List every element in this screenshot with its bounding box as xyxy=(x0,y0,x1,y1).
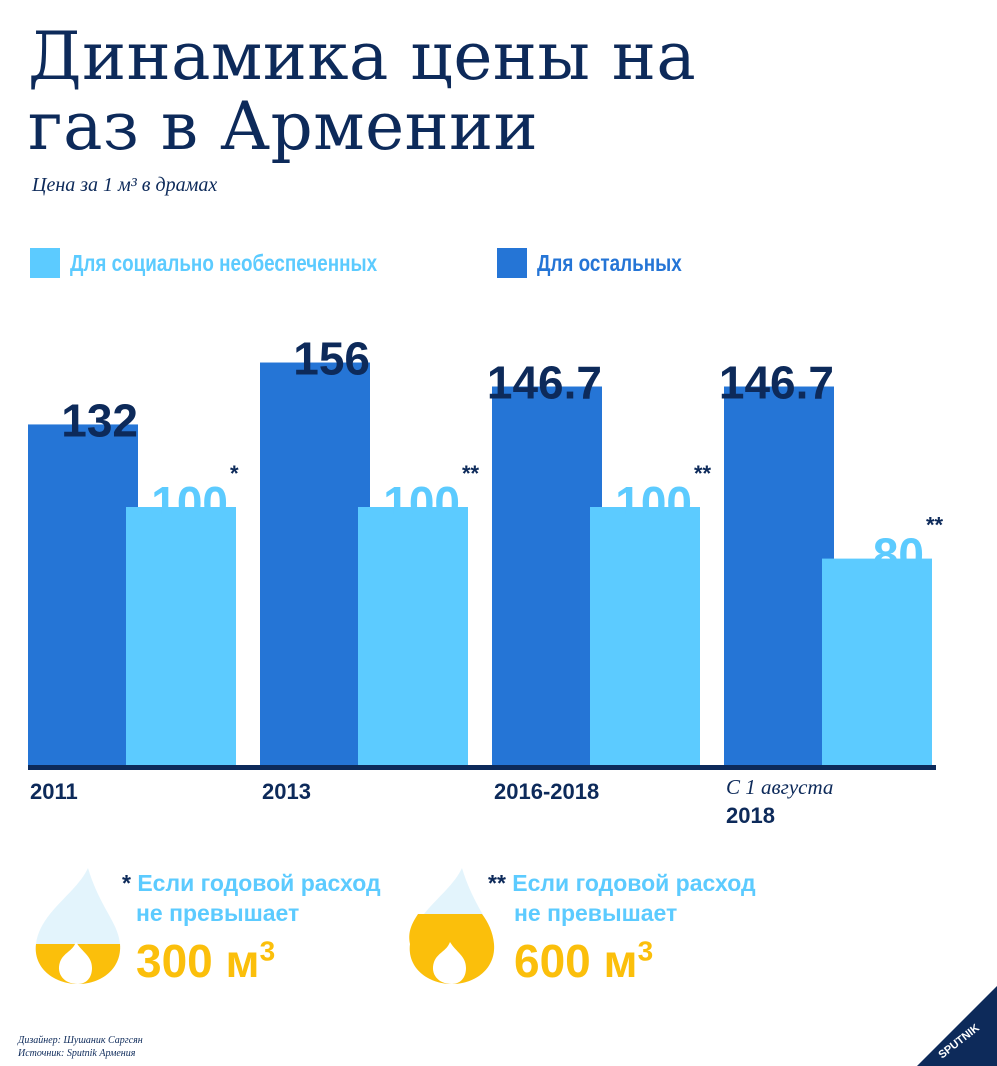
footnote-2-text-1: Если годовой расход xyxy=(512,870,756,896)
credits-source: Источник: Sputnik Армения xyxy=(18,1048,136,1059)
legend-swatch-dark xyxy=(496,248,527,278)
bar-light-footnote-1: ** xyxy=(462,461,480,486)
page-title: Динамика цены на газ в Армении xyxy=(28,22,828,162)
x-label-2: 2016-2018 xyxy=(494,779,599,804)
credits: Дизайнер: Шушаник Саргсян Источник: Sput… xyxy=(18,1034,143,1060)
footnote-1-line-1: * Если годовой расход xyxy=(122,868,402,898)
bar-chart: 132100*2011156100**2013146.7100**2016-20… xyxy=(28,333,944,828)
bar-dark-2 xyxy=(492,386,602,765)
bar-light-value-0: 100 xyxy=(151,477,228,529)
legend-label-others: Для остальных xyxy=(536,249,682,276)
bar-light-footnote-0: * xyxy=(230,461,239,486)
bar-light-1 xyxy=(358,507,468,765)
x-label-1: 2013 xyxy=(262,779,311,804)
flame-icon xyxy=(409,868,495,984)
legend-label-social: Для социально необеспеченных xyxy=(70,249,378,276)
footnote-1-line-2: не превышает xyxy=(136,900,300,926)
bar-dark-1 xyxy=(260,362,370,765)
footnote-2-line-1: ** Если годовой расход xyxy=(488,868,788,898)
footnote-2-amount: 600 м3 xyxy=(488,934,788,988)
bar-dark-0 xyxy=(28,424,138,765)
legend-swatch-light xyxy=(30,248,60,278)
footnote-2-amount-sup: 3 xyxy=(637,935,654,967)
bar-dark-value-0: 132 xyxy=(61,394,138,446)
bar-light-value-2: 100 xyxy=(615,477,692,529)
x-label-0: 2011 xyxy=(30,779,78,804)
x-label-3-line-2: 2018 xyxy=(726,803,775,828)
credits-designer: Дизайнер: Шушаник Саргсян xyxy=(18,1035,143,1046)
legend-item-social: Для социально необеспеченных xyxy=(30,248,445,278)
bar-light-0 xyxy=(126,507,236,765)
footnote-1-mark: * xyxy=(122,870,131,896)
bar-dark-3 xyxy=(724,386,834,765)
bar-light-value-1: 100 xyxy=(383,477,460,529)
footnote-1-text-1: Если годовой расход xyxy=(137,870,381,896)
bar-light-value-3: 80 xyxy=(873,529,924,581)
chart-legend: Для социально необеспеченных Для остальн… xyxy=(30,248,765,278)
bar-dark-value-3: 146.7 xyxy=(719,357,834,409)
footnote-2-line-2: не превышает xyxy=(514,900,678,926)
x-label-3-line-1: С 1 августа xyxy=(726,775,833,799)
bar-light-3 xyxy=(822,558,932,765)
title-line-1: Динамика цены на xyxy=(28,18,697,95)
footnote-2-mark: ** xyxy=(488,870,506,896)
footnote-1-amount-sup: 3 xyxy=(259,935,276,967)
bar-light-footnote-2: ** xyxy=(694,461,712,486)
x-axis-baseline xyxy=(28,765,936,770)
footnote-1-amount-value: 300 м xyxy=(136,935,260,987)
footnote-1-amount: 300 м3 xyxy=(122,934,402,988)
footnote-2-amount-value: 600 м xyxy=(514,935,638,987)
bar-dark-value-2: 146.7 xyxy=(487,357,602,409)
legend-item-others: Для остальных xyxy=(496,248,713,278)
chart-subtitle: Цена за 1 м³ в драмах xyxy=(32,174,218,196)
flame-icon xyxy=(35,868,121,984)
bar-dark-value-1: 156 xyxy=(293,333,370,385)
title-line-2: газ в Армении xyxy=(28,88,539,165)
bar-light-2 xyxy=(590,507,700,765)
bar-light-footnote-3: ** xyxy=(926,513,944,538)
sputnik-logo-icon: SPUTNIK xyxy=(917,986,997,1066)
